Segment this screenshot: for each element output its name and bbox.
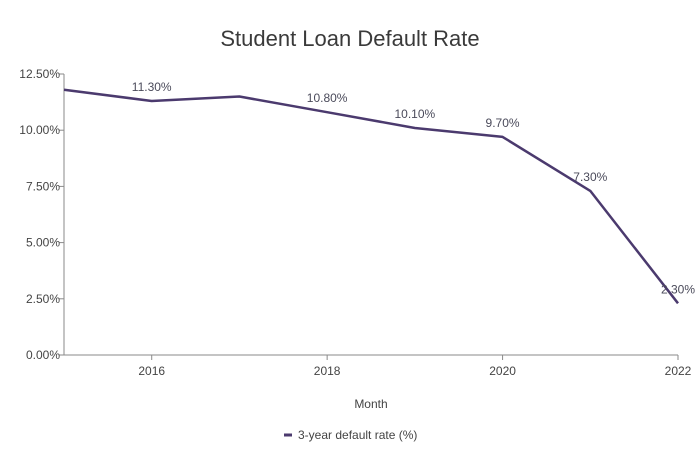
x-tick-label: 2018 (314, 364, 341, 378)
series-group (64, 90, 678, 304)
chart-title: Student Loan Default Rate (220, 26, 479, 51)
y-tick-label: 5.00% (26, 236, 60, 250)
x-axis-ticks: 2016 2018 2020 2022 (138, 355, 691, 378)
data-label: 2.30% (661, 282, 695, 296)
legend-item-label: 3-year default rate (%) (298, 428, 417, 442)
x-axis-label: Month (354, 397, 387, 411)
y-tick-label: 7.50% (26, 179, 60, 193)
data-label: 11.30% (132, 80, 172, 94)
legend[interactable]: 3-year default rate (%) (284, 428, 417, 442)
series-line (64, 90, 678, 304)
data-label: 10.80% (307, 91, 348, 105)
data-label: 9.70% (486, 116, 520, 130)
y-axis-ticks: 0.00% 2.50% 5.00% 7.50% 10.00% 12.50% (19, 67, 64, 362)
y-tick-label: 10.00% (19, 123, 60, 137)
data-labels: 11.30% 10.80% 10.10% 9.70% 7.30% 2.30% (132, 80, 696, 296)
data-label: 7.30% (573, 170, 607, 184)
axes (64, 74, 678, 355)
x-tick-label: 2022 (665, 364, 692, 378)
y-tick-label: 0.00% (26, 348, 60, 362)
x-tick-label: 2016 (138, 364, 165, 378)
x-tick-label: 2020 (489, 364, 516, 378)
y-tick-label: 2.50% (26, 292, 60, 306)
y-tick-label: 12.50% (19, 67, 60, 81)
data-label: 10.10% (395, 107, 436, 121)
